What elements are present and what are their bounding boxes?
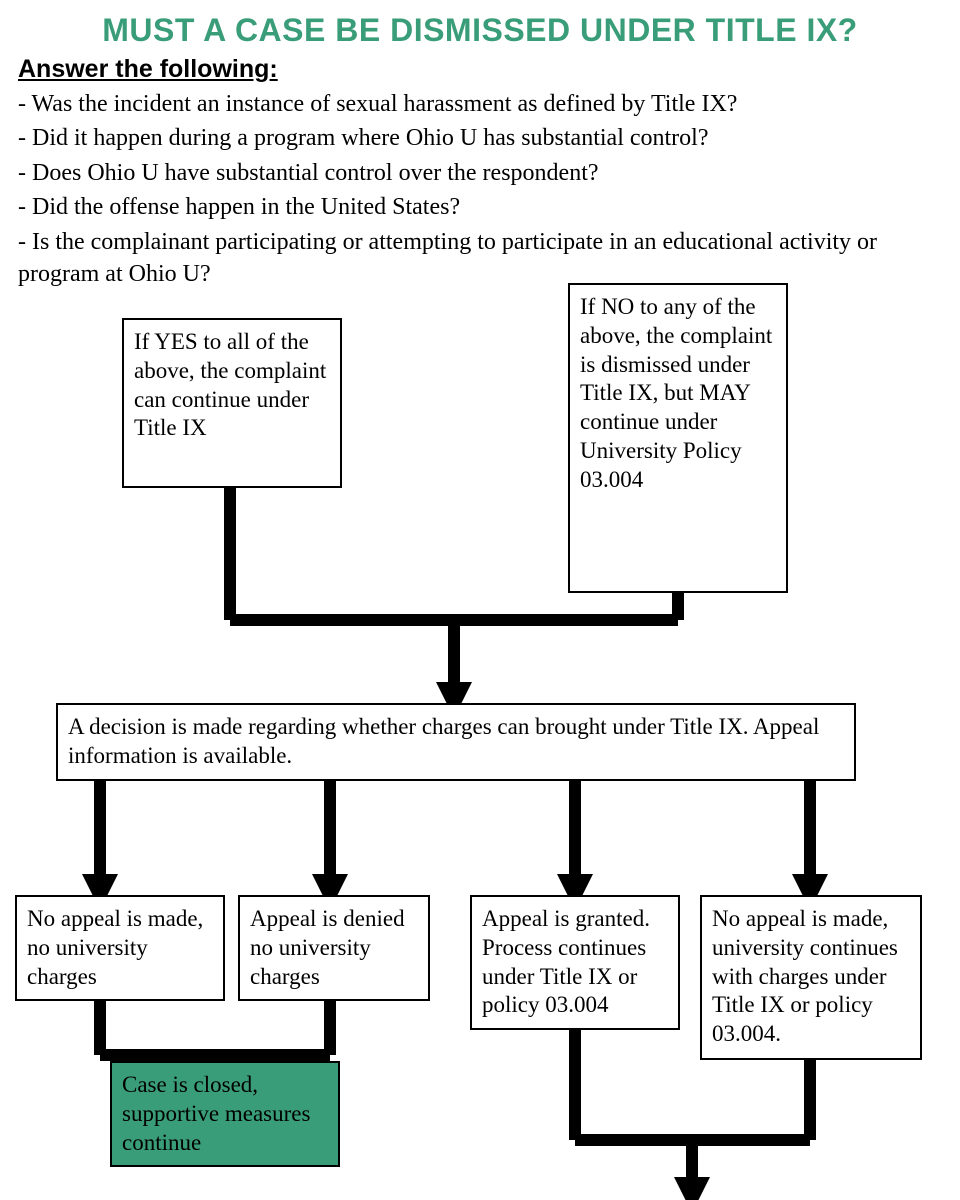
node-decision: A decision is made regarding whether cha… [56,703,856,781]
question-item: - Did the offense happen in the United S… [18,191,942,223]
question-item: - Did it happen during a program where O… [18,122,942,154]
subtitle: Answer the following: [0,49,960,84]
question-item: - Is the complainant participating or at… [18,226,942,291]
node-outcome-1: No appeal is made, no university charges [15,895,225,1001]
node-yes: If YES to all of the above, the complain… [122,318,342,488]
question-item: - Does Ohio U have substantial control o… [18,157,942,189]
question-list: - Was the incident an instance of sexual… [0,84,960,290]
page-title: MUST A CASE BE DISMISSED UNDER TITLE IX? [0,0,960,49]
node-closed: Case is closed, supportive measures cont… [110,1061,340,1167]
question-item: - Was the incident an instance of sexual… [18,88,942,120]
node-outcome-2: Appeal is denied no university charges [238,895,430,1001]
node-outcome-3: Appeal is granted. Process continues und… [470,895,680,1030]
node-no: If NO to any of the above, the complaint… [568,283,788,593]
node-outcome-4: No appeal is made, university continues … [700,895,922,1060]
